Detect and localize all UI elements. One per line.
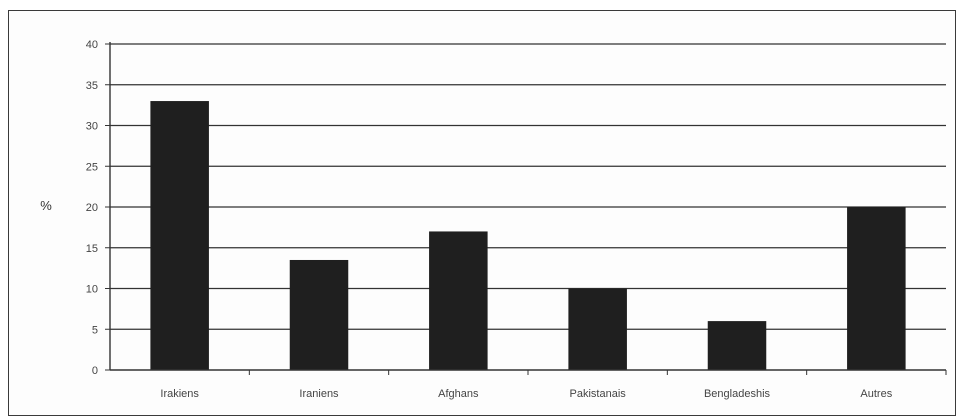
x-tick-label: Irakiens [160, 388, 199, 400]
x-tick-labels: Irakiens Iraniens Afghans Pakistanais Bengla… [160, 388, 892, 400]
y-tick-label: 10 [86, 284, 98, 296]
bar-autres [847, 207, 906, 370]
y-tick-label: 5 [92, 324, 98, 336]
x-tick-label: Afghans [438, 388, 479, 400]
x-tick-label: Iraniens [299, 388, 339, 400]
y-tick-label: 25 [86, 161, 98, 173]
bar-pakistanais [568, 288, 627, 370]
bar-iraniens [289, 259, 349, 370]
axes [105, 42, 947, 375]
y-tick-label: 20 [86, 202, 98, 214]
y-axis-label: % [40, 198, 52, 213]
y-tick-label: 40 [86, 39, 98, 51]
bar-irakiens [150, 101, 209, 371]
x-tick-label: Autres [860, 388, 892, 400]
y-tick-label: 0 [92, 365, 98, 377]
gridlines [110, 43, 946, 330]
bar-bengladeshis [707, 321, 767, 370]
bar-afghans [429, 231, 488, 370]
y-tick-label: 15 [86, 243, 98, 255]
x-tick-label: Bengladeshis [704, 388, 771, 400]
y-tick-label: 30 [86, 121, 98, 133]
bars [150, 101, 906, 371]
y-tick-label: 35 [86, 80, 98, 92]
y-tick-labels: 0 5 10 15 20 25 30 35 40 [86, 39, 98, 377]
x-tick-label: Pakistanais [570, 388, 627, 400]
